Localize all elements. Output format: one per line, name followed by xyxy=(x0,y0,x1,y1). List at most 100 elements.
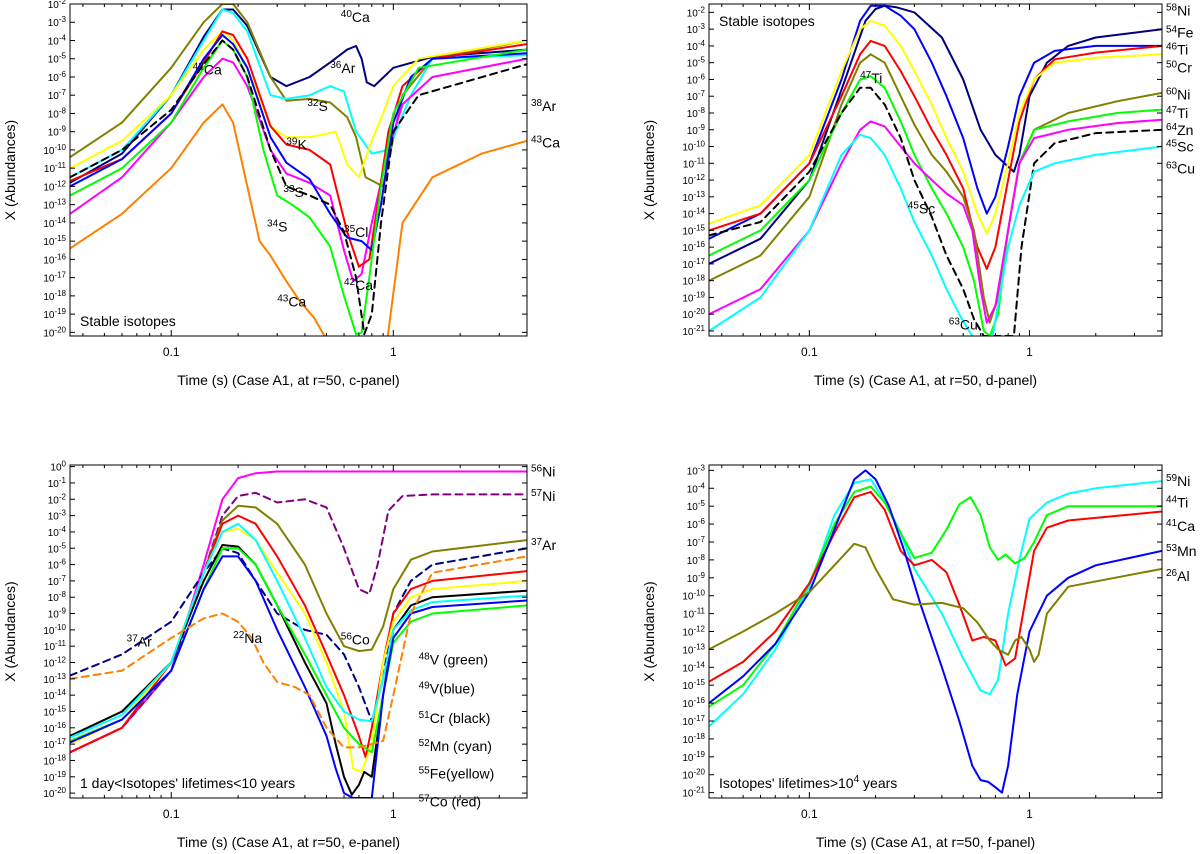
isotope-label-sup: 32 xyxy=(307,98,319,109)
series-line-47Ti xyxy=(709,75,1162,336)
y-tick-base: 10 xyxy=(682,260,694,271)
y-tick-label: 10-11 xyxy=(44,639,67,653)
isotope-label-sup: 59 xyxy=(1166,473,1178,484)
isotope-label: 48V (green) xyxy=(419,651,488,667)
y-tick-base: 10 xyxy=(48,561,60,572)
y-tick-exponent: -6 xyxy=(59,70,67,79)
y-tick-label: 10-12 xyxy=(682,625,705,639)
y-tick-label: 10-14 xyxy=(43,688,66,702)
y-tick-exponent: -2 xyxy=(59,492,67,501)
y-tick-base: 10 xyxy=(687,538,699,549)
isotope-label-text: Na xyxy=(244,630,262,646)
y-tick-label: 10-2 xyxy=(48,492,67,506)
y-tick-label: 10-20 xyxy=(43,786,66,800)
y-axis-label: X (Abundances) xyxy=(641,581,657,681)
isotope-label: 63Cu xyxy=(1166,160,1195,176)
y-tick-base: 10 xyxy=(48,544,60,555)
y-tick-base: 10 xyxy=(44,642,56,653)
isotope-label: 42Ca xyxy=(193,62,222,78)
isotope-label-sup: 33 xyxy=(283,184,295,195)
plot-frame xyxy=(69,464,528,799)
y-tick-exponent: -11 xyxy=(694,607,706,616)
y-tick-base: 10 xyxy=(48,36,60,47)
y-tick-label: 10-8 xyxy=(687,106,706,120)
y-tick-exponent: -9 xyxy=(698,123,706,132)
y-tick-base: 10 xyxy=(687,574,699,585)
isotope-label-text: Ca xyxy=(355,277,373,293)
y-tick-base: 10 xyxy=(682,663,694,674)
y-tick-base: 10 xyxy=(682,592,694,603)
y-tick-exponent: -5 xyxy=(698,499,706,508)
series-line-53Mn xyxy=(709,469,1162,794)
y-tick-label: 10-17 xyxy=(682,257,705,271)
y-tick-exponent: -12 xyxy=(693,173,705,182)
y-tick-label: 10-13 xyxy=(682,190,705,204)
isotope-label-text: Ni xyxy=(542,488,555,504)
series-line-59Ni xyxy=(709,478,1162,728)
y-tick-exponent: -16 xyxy=(54,721,66,730)
panel-note: Isotopes' lifetimes>104 years xyxy=(719,774,897,791)
isotope-label-text: Ni xyxy=(542,464,555,480)
y-tick-label: 10-7 xyxy=(48,574,67,588)
x-tick-label: 0.1 xyxy=(801,345,818,359)
isotope-label-text: Ti xyxy=(1177,105,1188,121)
isotope-label-text: K xyxy=(298,136,308,152)
isotope-label-sup: 38 xyxy=(531,98,543,109)
y-tick-base: 10 xyxy=(687,42,699,53)
y-tick-exponent: -2 xyxy=(698,5,706,14)
y-tick-label: 10-20 xyxy=(682,307,705,321)
isotope-label-sup: 57 xyxy=(419,793,431,804)
isotope-label-sup: 63 xyxy=(1166,160,1178,171)
series-group xyxy=(709,4,1162,336)
y-tick-base: 10 xyxy=(48,0,60,11)
y-tick-label: 10-18 xyxy=(682,732,705,746)
y-tick-exponent: -17 xyxy=(54,271,66,280)
isotope-label-text: Ca xyxy=(352,9,370,25)
isotope-label-sup: 42 xyxy=(193,62,205,73)
isotope-label-text: Ca xyxy=(542,135,560,151)
y-tick-base: 10 xyxy=(682,310,694,321)
series-line-54Fe xyxy=(709,4,1162,240)
isotope-label: 51Cr (black) xyxy=(419,710,491,726)
y-tick-base: 10 xyxy=(687,126,699,137)
y-tick-exponent: -11 xyxy=(694,156,706,165)
isotope-label: 41Ca xyxy=(1166,518,1195,534)
y-tick-base: 10 xyxy=(687,109,699,120)
isotope-label: 55Fe(yellow) xyxy=(419,766,495,782)
y-tick-exponent: -3 xyxy=(59,15,67,24)
isotope-label-sup: 54 xyxy=(1166,25,1178,36)
panel-note: 1 day<Isotopes' lifetimes<10 years xyxy=(80,775,295,791)
x-axis-label: Time (s) (Case A1, at r=50, e-panel) xyxy=(177,834,400,850)
isotope-label-sup: 37 xyxy=(531,537,543,548)
y-tick-label: 10-2 xyxy=(687,5,706,19)
y-tick-label: 10-15 xyxy=(43,234,66,248)
y-tick-base: 10 xyxy=(43,219,55,230)
series-group xyxy=(70,4,527,336)
y-tick-base: 10 xyxy=(682,735,694,746)
isotope-label-text: Cl xyxy=(355,224,368,240)
isotope-label-text: Ni xyxy=(1177,87,1190,103)
y-tick-label: 10-4 xyxy=(687,481,706,495)
y-tick-label: 10-17 xyxy=(43,271,66,285)
y-tick-base: 10 xyxy=(682,226,694,237)
y-tick-label: 10-16 xyxy=(682,696,705,710)
y-tick-base: 10 xyxy=(43,659,55,670)
isotope-label-sup: 47 xyxy=(1166,105,1178,116)
isotope-label: 53Mn xyxy=(1166,543,1197,559)
y-tick-exponent: -4 xyxy=(59,525,67,534)
y-tick-label: 10-7 xyxy=(48,88,67,102)
isotope-label-sup: 53 xyxy=(1166,543,1178,554)
plot-frame xyxy=(708,3,1163,337)
y-tick-label: 10-12 xyxy=(43,656,66,670)
isotope-label: 49V(blue) xyxy=(419,681,475,697)
y-tick-label: 10-6 xyxy=(48,558,67,572)
y-tick-exponent: -21 xyxy=(693,786,705,795)
y-tick-base: 10 xyxy=(682,789,694,800)
isotope-label-sup: 39 xyxy=(286,136,298,147)
isotope-label-sup: 26 xyxy=(1166,568,1178,579)
isotope-label: 37Ar xyxy=(531,537,556,553)
y-tick-label: 10-13 xyxy=(682,642,705,656)
y-tick-label: 10-20 xyxy=(43,325,66,339)
y-tick-base: 10 xyxy=(682,628,694,639)
y-tick-label: 10-5 xyxy=(48,541,67,555)
